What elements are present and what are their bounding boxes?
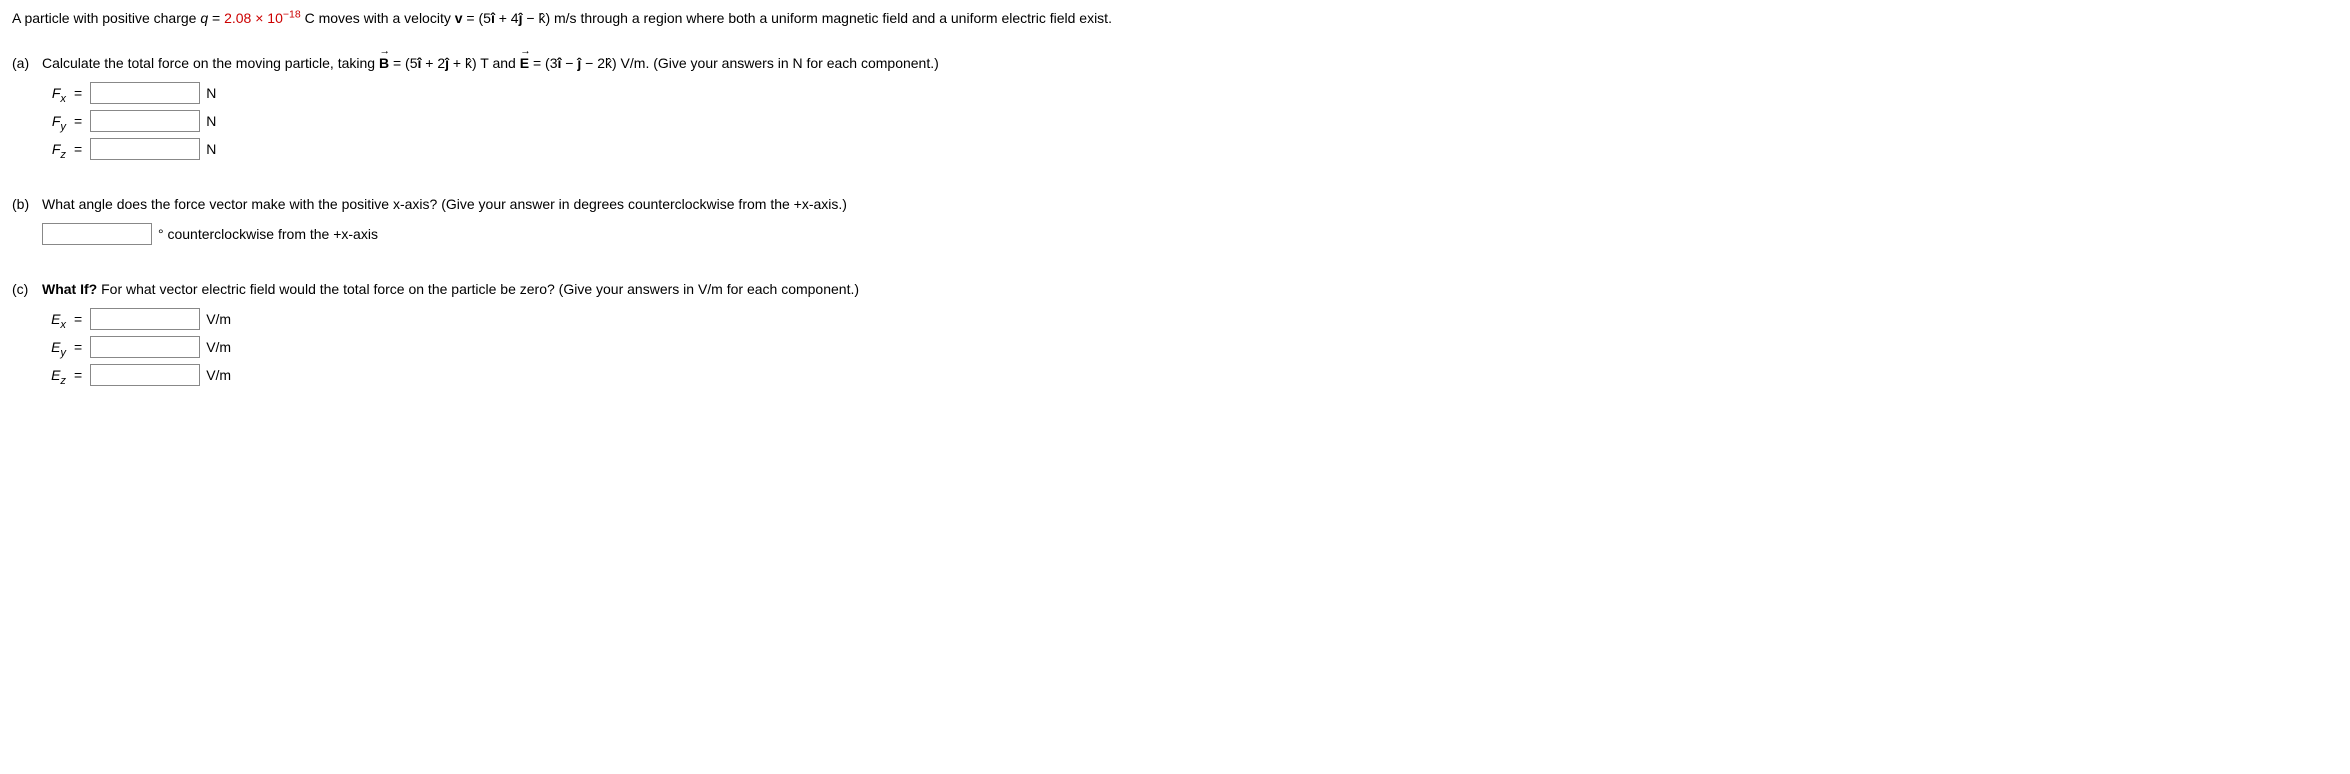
e-end: ) V/m. (Give your answers in N for each … [612,55,939,71]
ex-row: Ex = V/m [42,308,2338,330]
part-c-text: For what vector electric field would the… [97,281,859,297]
e-minus2: − 2 [581,55,605,71]
intro-after-charge: C moves with a velocity [301,10,455,26]
fz-label: Fz [42,139,66,160]
q-symbol: q [200,10,208,26]
ez-unit: V/m [206,365,231,386]
part-c-label: (c) [12,279,42,392]
intro-prefix: A particle with positive charge [12,10,200,26]
ez-var: E [51,367,60,383]
v-symbol: v [455,10,463,26]
b-mid: ) T and [472,55,520,71]
b-k-hat: k̂ [465,55,472,71]
ez-label: Ez [42,365,66,386]
fy-sub: y [60,120,66,132]
eq-sign: = [208,10,224,26]
ey-label: Ey [42,337,66,358]
ex-input[interactable] [90,308,200,330]
v-end: ) m/s through a region where both a unif… [545,10,1112,26]
fx-label: Fx [42,83,66,104]
plus-4: + 4 [495,10,519,26]
fx-eq: = [74,83,82,104]
part-b-body: What angle does the force vector make wi… [42,194,2338,251]
ex-var: E [51,311,60,327]
part-c: (c) What If? For what vector electric fi… [12,279,2338,392]
b-vector-symbol: B [379,53,389,74]
ey-unit: V/m [206,337,231,358]
e-vector-symbol: E [520,53,529,74]
a-text-pre: Calculate the total force on the moving … [42,55,379,71]
minus: − [522,10,538,26]
b-eq: = (5 [389,55,417,71]
part-a-body: Calculate the total force on the moving … [42,53,2338,166]
part-c-body: What If? For what vector electric field … [42,279,2338,392]
b-plus2: + 2 [421,55,445,71]
part-a-question: Calculate the total force on the moving … [42,53,2338,74]
ey-row: Ey = V/m [42,336,2338,358]
ez-row: Ez = V/m [42,364,2338,386]
fz-eq: = [74,139,82,160]
fx-input[interactable] [90,82,200,104]
ez-eq: = [74,365,82,386]
part-b: (b) What angle does the force vector mak… [12,194,2338,251]
fx-sub: x [60,92,66,104]
fy-row: Fy = N [42,110,2338,132]
ey-sub: y [60,346,66,358]
e-sym: E [520,55,529,71]
ez-sub: z [60,374,66,386]
e-minus: − [561,55,577,71]
ez-input[interactable] [90,364,200,386]
angle-input[interactable] [42,223,152,245]
ey-eq: = [74,337,82,358]
part-b-question: What angle does the force vector make wi… [42,194,2338,215]
ex-eq: = [74,309,82,330]
charge-exponent: −18 [283,8,301,20]
what-if-bold: What If? [42,281,97,297]
charge-value: 2.08 × 10−18 [224,10,301,26]
e-eq: = (3 [529,55,557,71]
ex-sub: x [60,318,66,330]
ey-input[interactable] [90,336,200,358]
ex-label: Ex [42,309,66,330]
v-eq-open: = (5 [463,10,491,26]
fx-unit: N [206,83,216,104]
fy-input[interactable] [90,110,200,132]
fx-row: Fx = N [42,82,2338,104]
b-plus: + [449,55,465,71]
part-b-label: (b) [12,194,42,251]
fy-eq: = [74,111,82,132]
part-a-label: (a) [12,53,42,166]
fy-label: Fy [42,111,66,132]
e-k-hat: k̂ [605,55,612,71]
fz-unit: N [206,139,216,160]
part-c-question: What If? For what vector electric field … [42,279,2338,300]
angle-unit: ° counterclockwise from the +x-axis [158,224,378,245]
charge-mantissa: 2.08 × 10 [224,10,283,26]
part-a: (a) Calculate the total force on the mov… [12,53,2338,166]
fz-input[interactable] [90,138,200,160]
fy-unit: N [206,111,216,132]
angle-row: ° counterclockwise from the +x-axis [42,223,2338,245]
ey-var: E [51,339,60,355]
b-sym: B [379,55,389,71]
problem-intro: A particle with positive charge q = 2.08… [12,8,2338,29]
fz-row: Fz = N [42,138,2338,160]
fz-sub: z [60,148,66,160]
ex-unit: V/m [206,309,231,330]
